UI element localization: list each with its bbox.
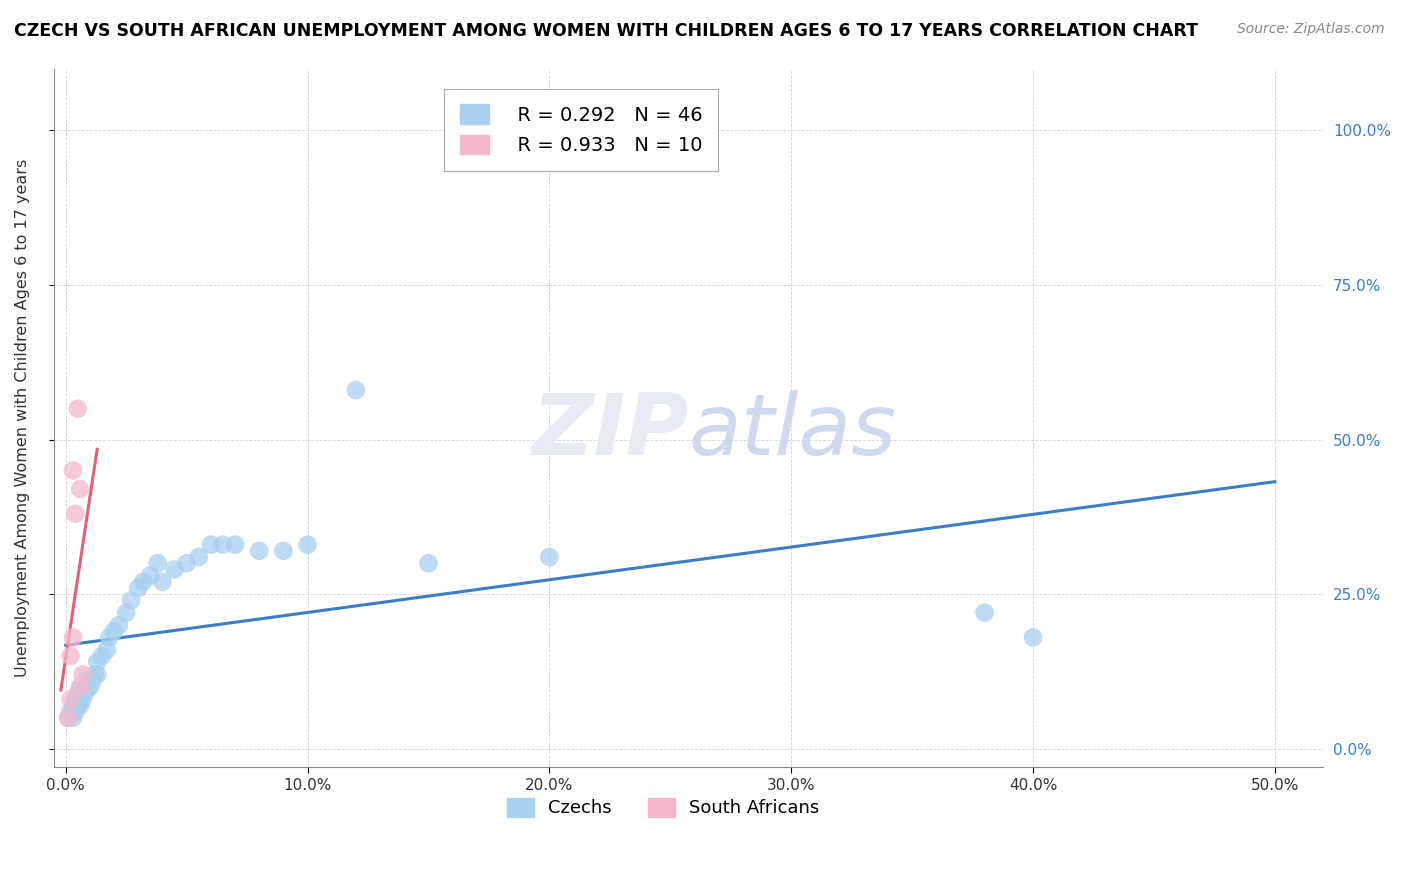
Point <box>72 692 94 706</box>
Point <box>82 673 104 688</box>
Point <box>69 698 91 713</box>
Point <box>56 711 79 725</box>
Point <box>66 401 89 416</box>
Point <box>59 705 82 719</box>
Point <box>76 680 98 694</box>
Point <box>152 574 174 589</box>
Point <box>62 711 84 725</box>
Point <box>247 544 270 558</box>
Point <box>132 574 155 589</box>
Point <box>62 463 84 477</box>
Text: atlas: atlas <box>689 391 897 474</box>
Point <box>224 538 246 552</box>
Point <box>418 556 440 570</box>
Point <box>139 568 162 582</box>
Point <box>176 556 198 570</box>
Point <box>73 686 96 700</box>
Point <box>115 606 138 620</box>
Point <box>83 667 105 681</box>
Point <box>127 581 149 595</box>
Point <box>212 538 235 552</box>
Point <box>59 648 82 663</box>
Point <box>91 648 114 663</box>
Point <box>62 631 84 645</box>
Point <box>163 562 186 576</box>
Point <box>96 642 118 657</box>
Point <box>1022 631 1045 645</box>
Point <box>69 680 91 694</box>
Point <box>146 556 169 570</box>
Point <box>65 692 87 706</box>
Legend: Czechs, South Africans: Czechs, South Africans <box>499 791 827 824</box>
Point <box>59 692 82 706</box>
Point <box>56 711 79 725</box>
Point <box>69 482 91 496</box>
Point <box>65 705 87 719</box>
Point <box>973 606 995 620</box>
Text: Source: ZipAtlas.com: Source: ZipAtlas.com <box>1237 22 1385 37</box>
Point <box>62 698 84 713</box>
Point <box>98 631 121 645</box>
Point <box>200 538 222 552</box>
Point <box>72 686 94 700</box>
Point <box>79 680 101 694</box>
Point <box>273 544 295 558</box>
Point <box>538 549 561 564</box>
Point <box>120 593 142 607</box>
Point <box>65 507 87 521</box>
Point <box>86 655 108 669</box>
Point <box>86 667 108 681</box>
Point <box>72 667 94 681</box>
Point <box>69 680 91 694</box>
Point <box>73 673 96 688</box>
Point <box>344 383 367 397</box>
Text: ZIP: ZIP <box>531 391 689 474</box>
Point <box>187 549 209 564</box>
Text: CZECH VS SOUTH AFRICAN UNEMPLOYMENT AMONG WOMEN WITH CHILDREN AGES 6 TO 17 YEARS: CZECH VS SOUTH AFRICAN UNEMPLOYMENT AMON… <box>14 22 1198 40</box>
Point <box>103 624 125 639</box>
Point <box>66 698 89 713</box>
Point <box>108 618 131 632</box>
Point <box>66 686 89 700</box>
Point <box>297 538 319 552</box>
Y-axis label: Unemployment Among Women with Children Ages 6 to 17 years: Unemployment Among Women with Children A… <box>15 159 30 677</box>
